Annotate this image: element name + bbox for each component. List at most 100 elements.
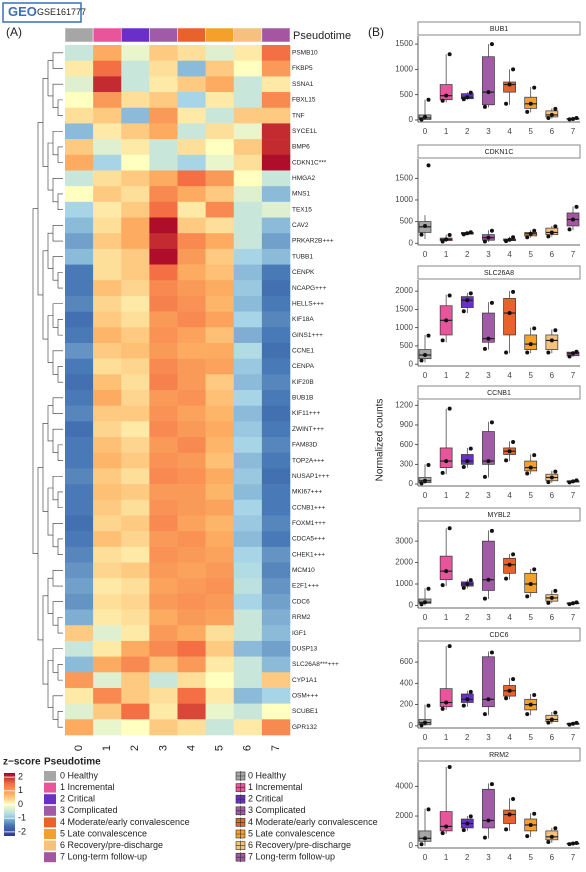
heat-cell [93,248,122,265]
data-point [571,479,575,484]
panel-label: (A) [6,25,22,39]
dendrogram [57,617,63,634]
dendrogram [42,423,48,512]
data-point [567,602,572,607]
dendrogram [42,250,48,340]
x-tick-label: 3 [486,853,491,862]
x-tick-label: 6 [550,127,555,136]
data-point [440,98,445,103]
data-point [440,338,445,343]
heat-cell [261,672,291,689]
data-point [567,842,572,847]
heat-cell [233,233,263,250]
heat-cell [121,45,150,61]
data-point [440,583,445,588]
heat-cell [177,468,206,485]
data-point [525,109,530,114]
x-tick-label: 6 [550,491,555,500]
box [482,312,495,343]
heat-cell [149,217,178,234]
heat-cell [205,719,235,736]
facet-title: RRM2 [489,752,509,759]
x-tick-label: 7 [571,371,576,380]
heat-cell [149,546,178,563]
heat-cell [205,499,235,516]
heat-cell [177,562,206,579]
data-point [571,841,575,846]
x-tick-label: 4 [507,613,512,622]
heat-cell [93,609,122,626]
heat-cell [93,531,122,548]
row-label: FBXL15 [292,97,316,104]
heat-cell [65,186,94,203]
heat-cell [177,139,206,156]
heat-cell [93,719,122,736]
heat-cell [93,625,122,642]
x-tick-label: 2 [465,371,470,380]
legend-box-key-lines [236,829,245,839]
data-point [511,289,516,294]
data-point [444,93,449,98]
heat-cell [65,625,94,642]
heat-cell [205,295,235,312]
x-tick-label: 1 [444,127,449,136]
data-point [571,217,575,222]
facet-title: SLC26A8 [484,270,514,277]
heat-cell [149,264,178,281]
data-point [489,528,494,533]
heat-cell [233,468,263,485]
data-point [528,342,533,347]
row-label: GINS1+++ [292,332,323,339]
y-tick-label: 0 [409,115,414,124]
data-point [461,97,466,102]
row-label: FAM83D [292,442,318,449]
heat-cell [121,92,150,109]
heat-cell [149,405,178,422]
data-point [468,689,473,694]
heat-cell [65,45,94,61]
row-label: TOP2A+++ [292,457,325,464]
heat-cell [233,139,263,156]
heat-cell [93,45,122,61]
heat-cell [261,154,291,171]
heat-cell [121,578,150,595]
heat-cell [233,186,263,203]
y-tick-label: 1500 [395,305,413,314]
heat-cell [121,546,150,563]
heat-cell [177,499,206,516]
heat-cell [121,484,150,501]
data-point [525,594,530,599]
heat-cell [149,107,178,124]
heat-cell [149,390,178,406]
heat-cell [121,656,150,673]
heat-cell [93,217,122,234]
heat-cell [93,499,122,516]
heat-cell [149,515,178,532]
x-tick-label: 2 [465,853,470,862]
row-label: NUSAP1+++ [292,473,330,480]
x-tick-label: 1 [444,371,449,380]
facet-strip [417,144,581,159]
heat-cell [177,217,206,234]
y-tick-label: 600 [400,657,414,666]
heat-cell [149,92,178,109]
data-point [444,318,449,323]
x-tick-label: 5 [528,613,533,622]
heat-cell [149,76,178,93]
x-tick-label: 3 [486,250,491,259]
data-point [507,562,512,567]
dendrogram [57,538,63,555]
heat-cell [121,154,150,171]
heat-cell [205,515,235,532]
dendrogram [47,60,53,97]
y-tick-label: 1000 [395,323,413,332]
dendrogram [47,487,53,536]
data-point [553,224,558,229]
heat-cell [261,327,291,344]
data-point [447,406,452,411]
data-point [447,526,452,531]
dendrogram [57,272,63,289]
x-tick-label: 4 [507,371,512,380]
legend-swatch [44,782,56,793]
heat-cell [177,452,206,469]
